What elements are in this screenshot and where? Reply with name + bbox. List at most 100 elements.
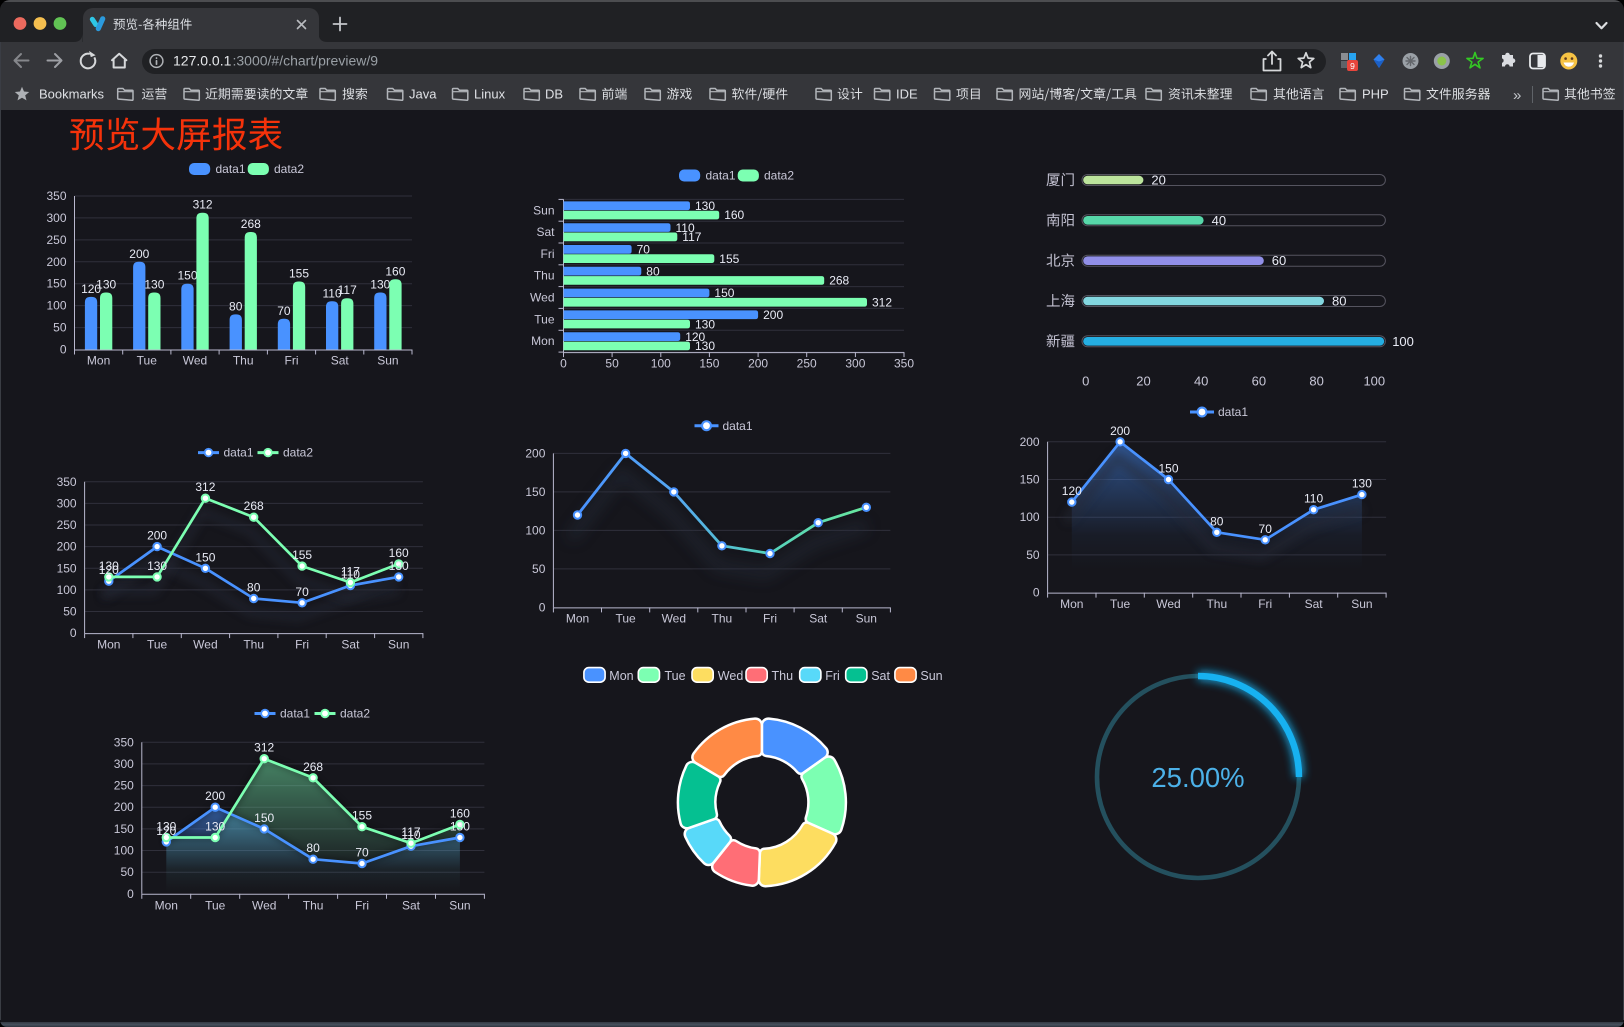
- svg-text:70: 70: [295, 585, 309, 599]
- svg-text:150: 150: [195, 550, 215, 564]
- svg-text:IDE: IDE: [896, 87, 918, 102]
- svg-text:200: 200: [1020, 435, 1040, 449]
- svg-text:100: 100: [525, 523, 545, 537]
- svg-text:Sat: Sat: [1305, 597, 1324, 611]
- svg-text:data1: data1: [723, 419, 753, 433]
- svg-text:110: 110: [676, 221, 695, 235]
- svg-text:Bookmarks: Bookmarks: [39, 87, 105, 102]
- svg-text:Mon: Mon: [609, 669, 633, 683]
- svg-text:60: 60: [1272, 253, 1286, 268]
- svg-text:130: 130: [1352, 477, 1372, 491]
- svg-text:60: 60: [1252, 374, 1266, 389]
- svg-text:Fri: Fri: [355, 899, 369, 913]
- svg-text:Thu: Thu: [233, 354, 254, 368]
- svg-text:150: 150: [114, 822, 134, 836]
- svg-text:150: 150: [714, 286, 734, 300]
- svg-text:PHP: PHP: [1362, 87, 1389, 102]
- svg-text:200: 200: [763, 308, 783, 322]
- svg-text:Sat: Sat: [341, 638, 360, 652]
- svg-text:155: 155: [719, 252, 739, 266]
- svg-text:Sat: Sat: [331, 354, 350, 368]
- svg-text:110: 110: [1304, 492, 1323, 506]
- svg-text:350: 350: [57, 475, 77, 489]
- svg-text:Tue: Tue: [1110, 597, 1131, 611]
- svg-text:80: 80: [306, 841, 320, 855]
- svg-text:Tue: Tue: [615, 612, 636, 626]
- svg-text:Thu: Thu: [1206, 597, 1227, 611]
- svg-text:Sat: Sat: [536, 225, 555, 239]
- svg-text:300: 300: [46, 211, 66, 225]
- svg-text:130: 130: [156, 820, 176, 834]
- svg-text:200: 200: [1110, 424, 1130, 438]
- svg-text:0: 0: [70, 626, 77, 640]
- svg-text:150: 150: [1020, 473, 1040, 487]
- svg-text:110: 110: [341, 568, 360, 582]
- svg-text:DB: DB: [545, 87, 563, 102]
- svg-text:Sun: Sun: [388, 638, 409, 652]
- svg-text:130: 130: [695, 317, 715, 331]
- svg-text:Sun: Sun: [533, 203, 554, 217]
- svg-text:Sun: Sun: [449, 899, 470, 913]
- svg-text:70: 70: [277, 304, 291, 318]
- svg-text:155: 155: [292, 548, 312, 562]
- svg-text:100: 100: [57, 583, 77, 597]
- svg-text:Tue: Tue: [205, 899, 226, 913]
- svg-text:300: 300: [114, 757, 134, 771]
- svg-text:20: 20: [1136, 374, 1150, 389]
- svg-text:127.0.0.1: 127.0.0.1: [173, 53, 232, 69]
- svg-text:0: 0: [539, 600, 546, 614]
- svg-text:200: 200: [748, 357, 768, 371]
- svg-text:0: 0: [560, 357, 567, 371]
- svg-text:150: 150: [177, 269, 197, 283]
- svg-text:40: 40: [1212, 213, 1226, 228]
- svg-text:data2: data2: [340, 707, 370, 721]
- svg-text:312: 312: [195, 480, 215, 494]
- svg-text:data1: data1: [1218, 405, 1248, 419]
- svg-text:Wed: Wed: [530, 291, 554, 305]
- svg-text:130: 130: [370, 278, 390, 292]
- svg-text:Thu: Thu: [303, 899, 324, 913]
- svg-text:160: 160: [450, 807, 470, 821]
- svg-text:Fri: Fri: [825, 669, 840, 683]
- svg-text:Wed: Wed: [662, 612, 686, 626]
- svg-text:120: 120: [81, 282, 101, 296]
- svg-text:Wed: Wed: [252, 899, 276, 913]
- svg-text:data2: data2: [274, 162, 304, 176]
- svg-text:120: 120: [99, 563, 119, 577]
- svg-text::3000/#/chart/preview/9: :3000/#/chart/preview/9: [233, 53, 379, 69]
- svg-text:300: 300: [845, 357, 865, 371]
- svg-text:9: 9: [1350, 61, 1355, 71]
- svg-text:160: 160: [724, 208, 744, 222]
- svg-text:50: 50: [53, 321, 67, 335]
- svg-text:130: 130: [147, 559, 167, 573]
- svg-text:130: 130: [99, 559, 119, 573]
- svg-text:50: 50: [605, 357, 619, 371]
- svg-text:150: 150: [1158, 462, 1178, 476]
- svg-text:268: 268: [241, 217, 261, 231]
- svg-text:Fri: Fri: [285, 354, 299, 368]
- svg-text:312: 312: [193, 198, 213, 212]
- svg-text:50: 50: [1026, 548, 1040, 562]
- svg-text:0: 0: [60, 343, 67, 357]
- svg-text:80: 80: [229, 299, 243, 313]
- svg-text:Mon: Mon: [531, 334, 554, 348]
- svg-text:130: 130: [450, 820, 470, 834]
- svg-text:»: »: [1513, 87, 1521, 104]
- svg-text:80: 80: [1210, 514, 1224, 528]
- svg-text:150: 150: [57, 561, 77, 575]
- svg-text:200: 200: [114, 800, 134, 814]
- svg-text:Wed: Wed: [1156, 597, 1180, 611]
- svg-text:130: 130: [96, 278, 116, 292]
- svg-text:Thu: Thu: [243, 638, 264, 652]
- svg-text:Sun: Sun: [377, 354, 398, 368]
- svg-text:150: 150: [699, 357, 719, 371]
- svg-text:100: 100: [1392, 334, 1414, 349]
- svg-text:350: 350: [894, 357, 914, 371]
- svg-text:200: 200: [129, 247, 149, 261]
- svg-text:80: 80: [646, 264, 660, 278]
- svg-text:0: 0: [1033, 586, 1040, 600]
- svg-text:300: 300: [57, 496, 77, 510]
- svg-text:Thu: Thu: [534, 269, 555, 283]
- svg-text:250: 250: [46, 233, 66, 247]
- svg-text:130: 130: [695, 339, 715, 353]
